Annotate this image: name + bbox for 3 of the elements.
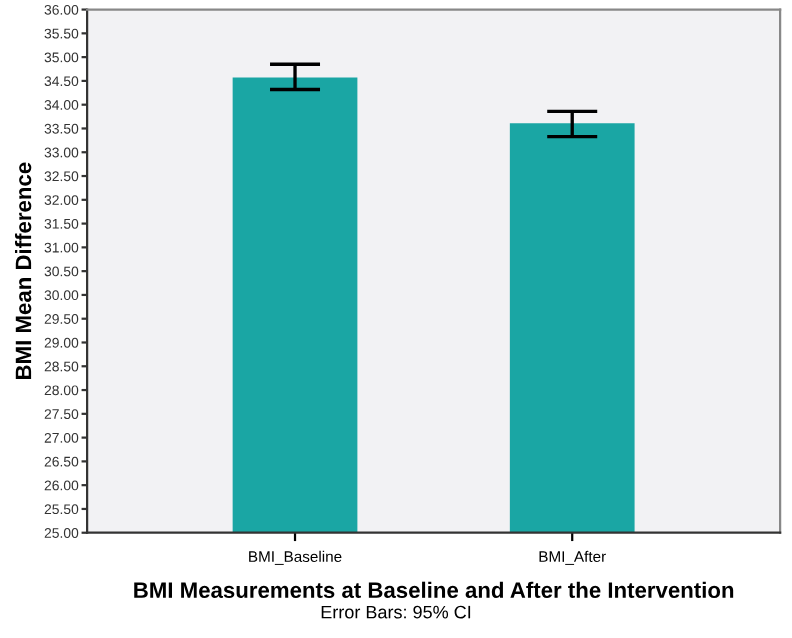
y-axis-title: BMI Mean Difference	[14, 162, 32, 379]
x-axis-title: BMI Measurements at Baseline and After the Intervention	[134, 581, 734, 599]
text: Error Bars: 95% CI	[321, 605, 471, 619]
